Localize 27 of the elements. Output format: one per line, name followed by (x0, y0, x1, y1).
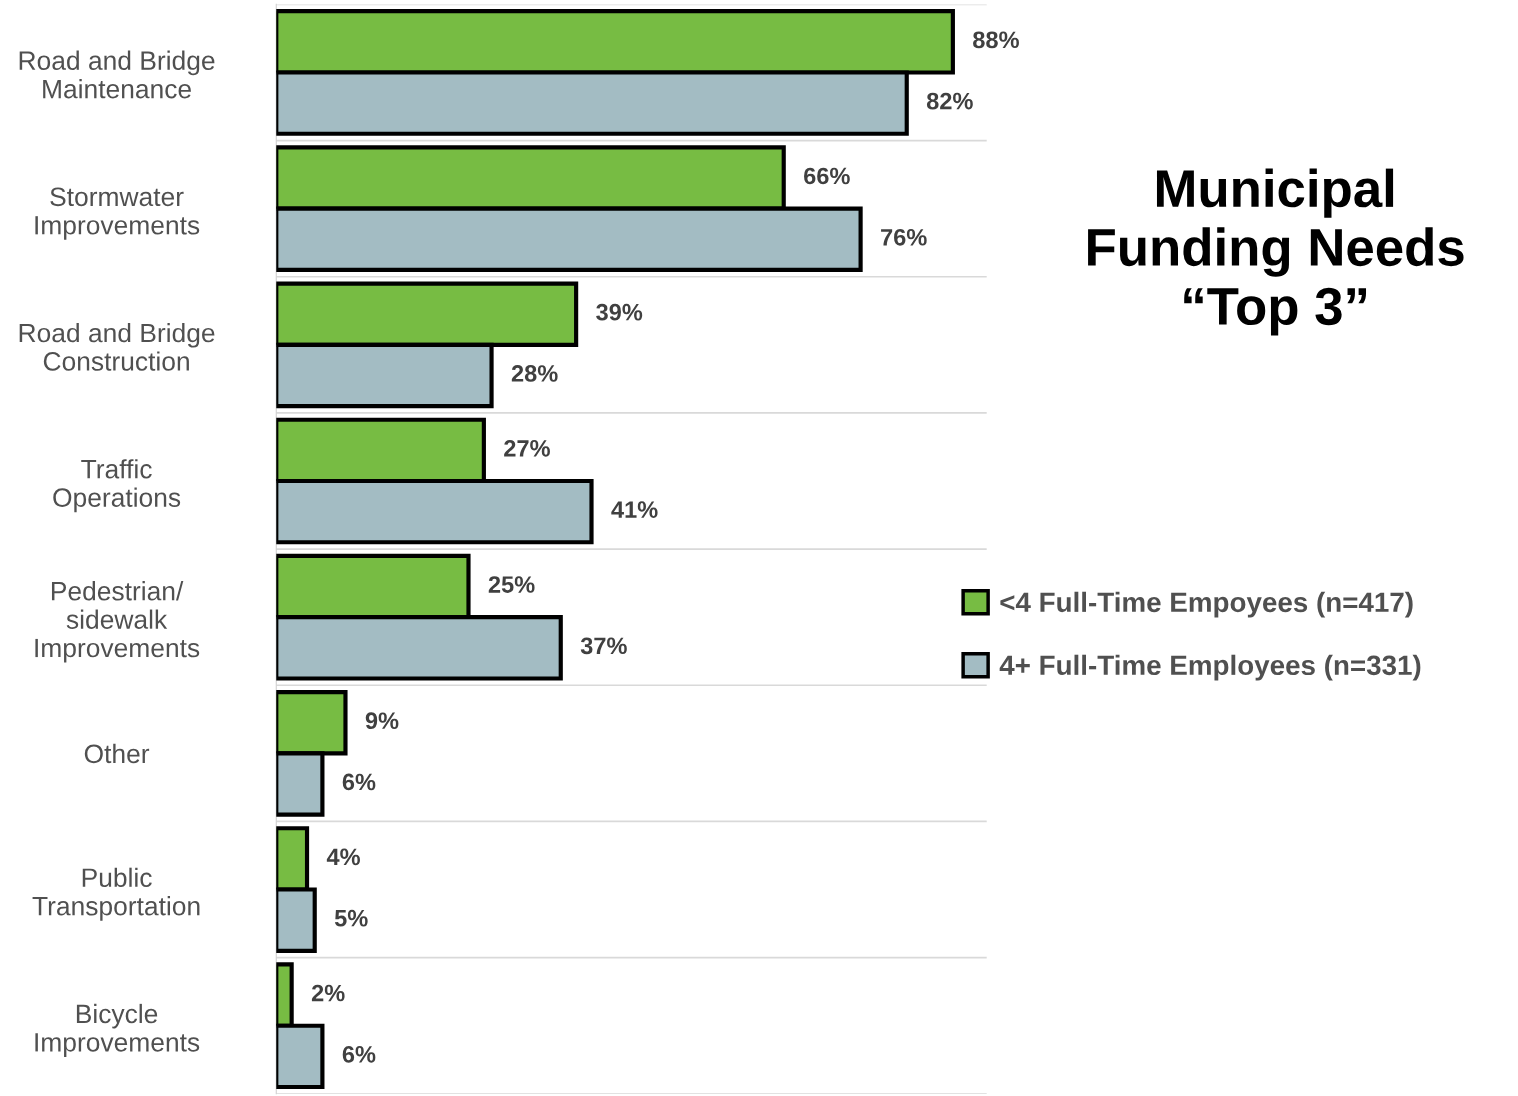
data-label: 4% (326, 848, 360, 866)
legend-label: 4+ Full-Time Employees (n=331) (999, 654, 1421, 681)
legend-label: <4 Full-Time Empoyees (n=417) (1000, 591, 1413, 618)
y-tick-label: Pedestrian/ sidewalk Improvements (35, 581, 200, 663)
data-label: 27% (504, 439, 550, 457)
data-label: 6% (342, 1045, 376, 1063)
text: Municipal Funding Needs “Top 3” (1088, 168, 1464, 336)
y-tick-label: Road and Bridge Construction (19, 322, 215, 371)
data-label: 5% (334, 909, 368, 927)
data-label: 39% (596, 303, 643, 321)
data-label: 76% (881, 228, 927, 246)
y-tick-label: Stormwater Improvements (35, 187, 200, 240)
data-label: 9% (365, 712, 399, 730)
y-tick-label: Public Transportation (32, 867, 200, 921)
y-tick-label: Bicycle Improvements (35, 1003, 200, 1057)
data-label: 25% (488, 576, 535, 593)
data-label: 37% (580, 637, 627, 655)
data-label: 28% (511, 365, 558, 382)
data-label: 6% (342, 773, 376, 791)
data-label: 41% (611, 501, 658, 518)
y-tick-label: Road and Bridge Maintenance (19, 50, 215, 99)
data-label: 88% (973, 31, 1019, 49)
data-label: 82% (926, 92, 973, 110)
data-label: 2% (311, 984, 345, 1002)
data-label: 66% (804, 167, 850, 185)
y-tick-label: Traffic Operations (53, 459, 181, 513)
y-tick-label: Other (84, 743, 150, 764)
